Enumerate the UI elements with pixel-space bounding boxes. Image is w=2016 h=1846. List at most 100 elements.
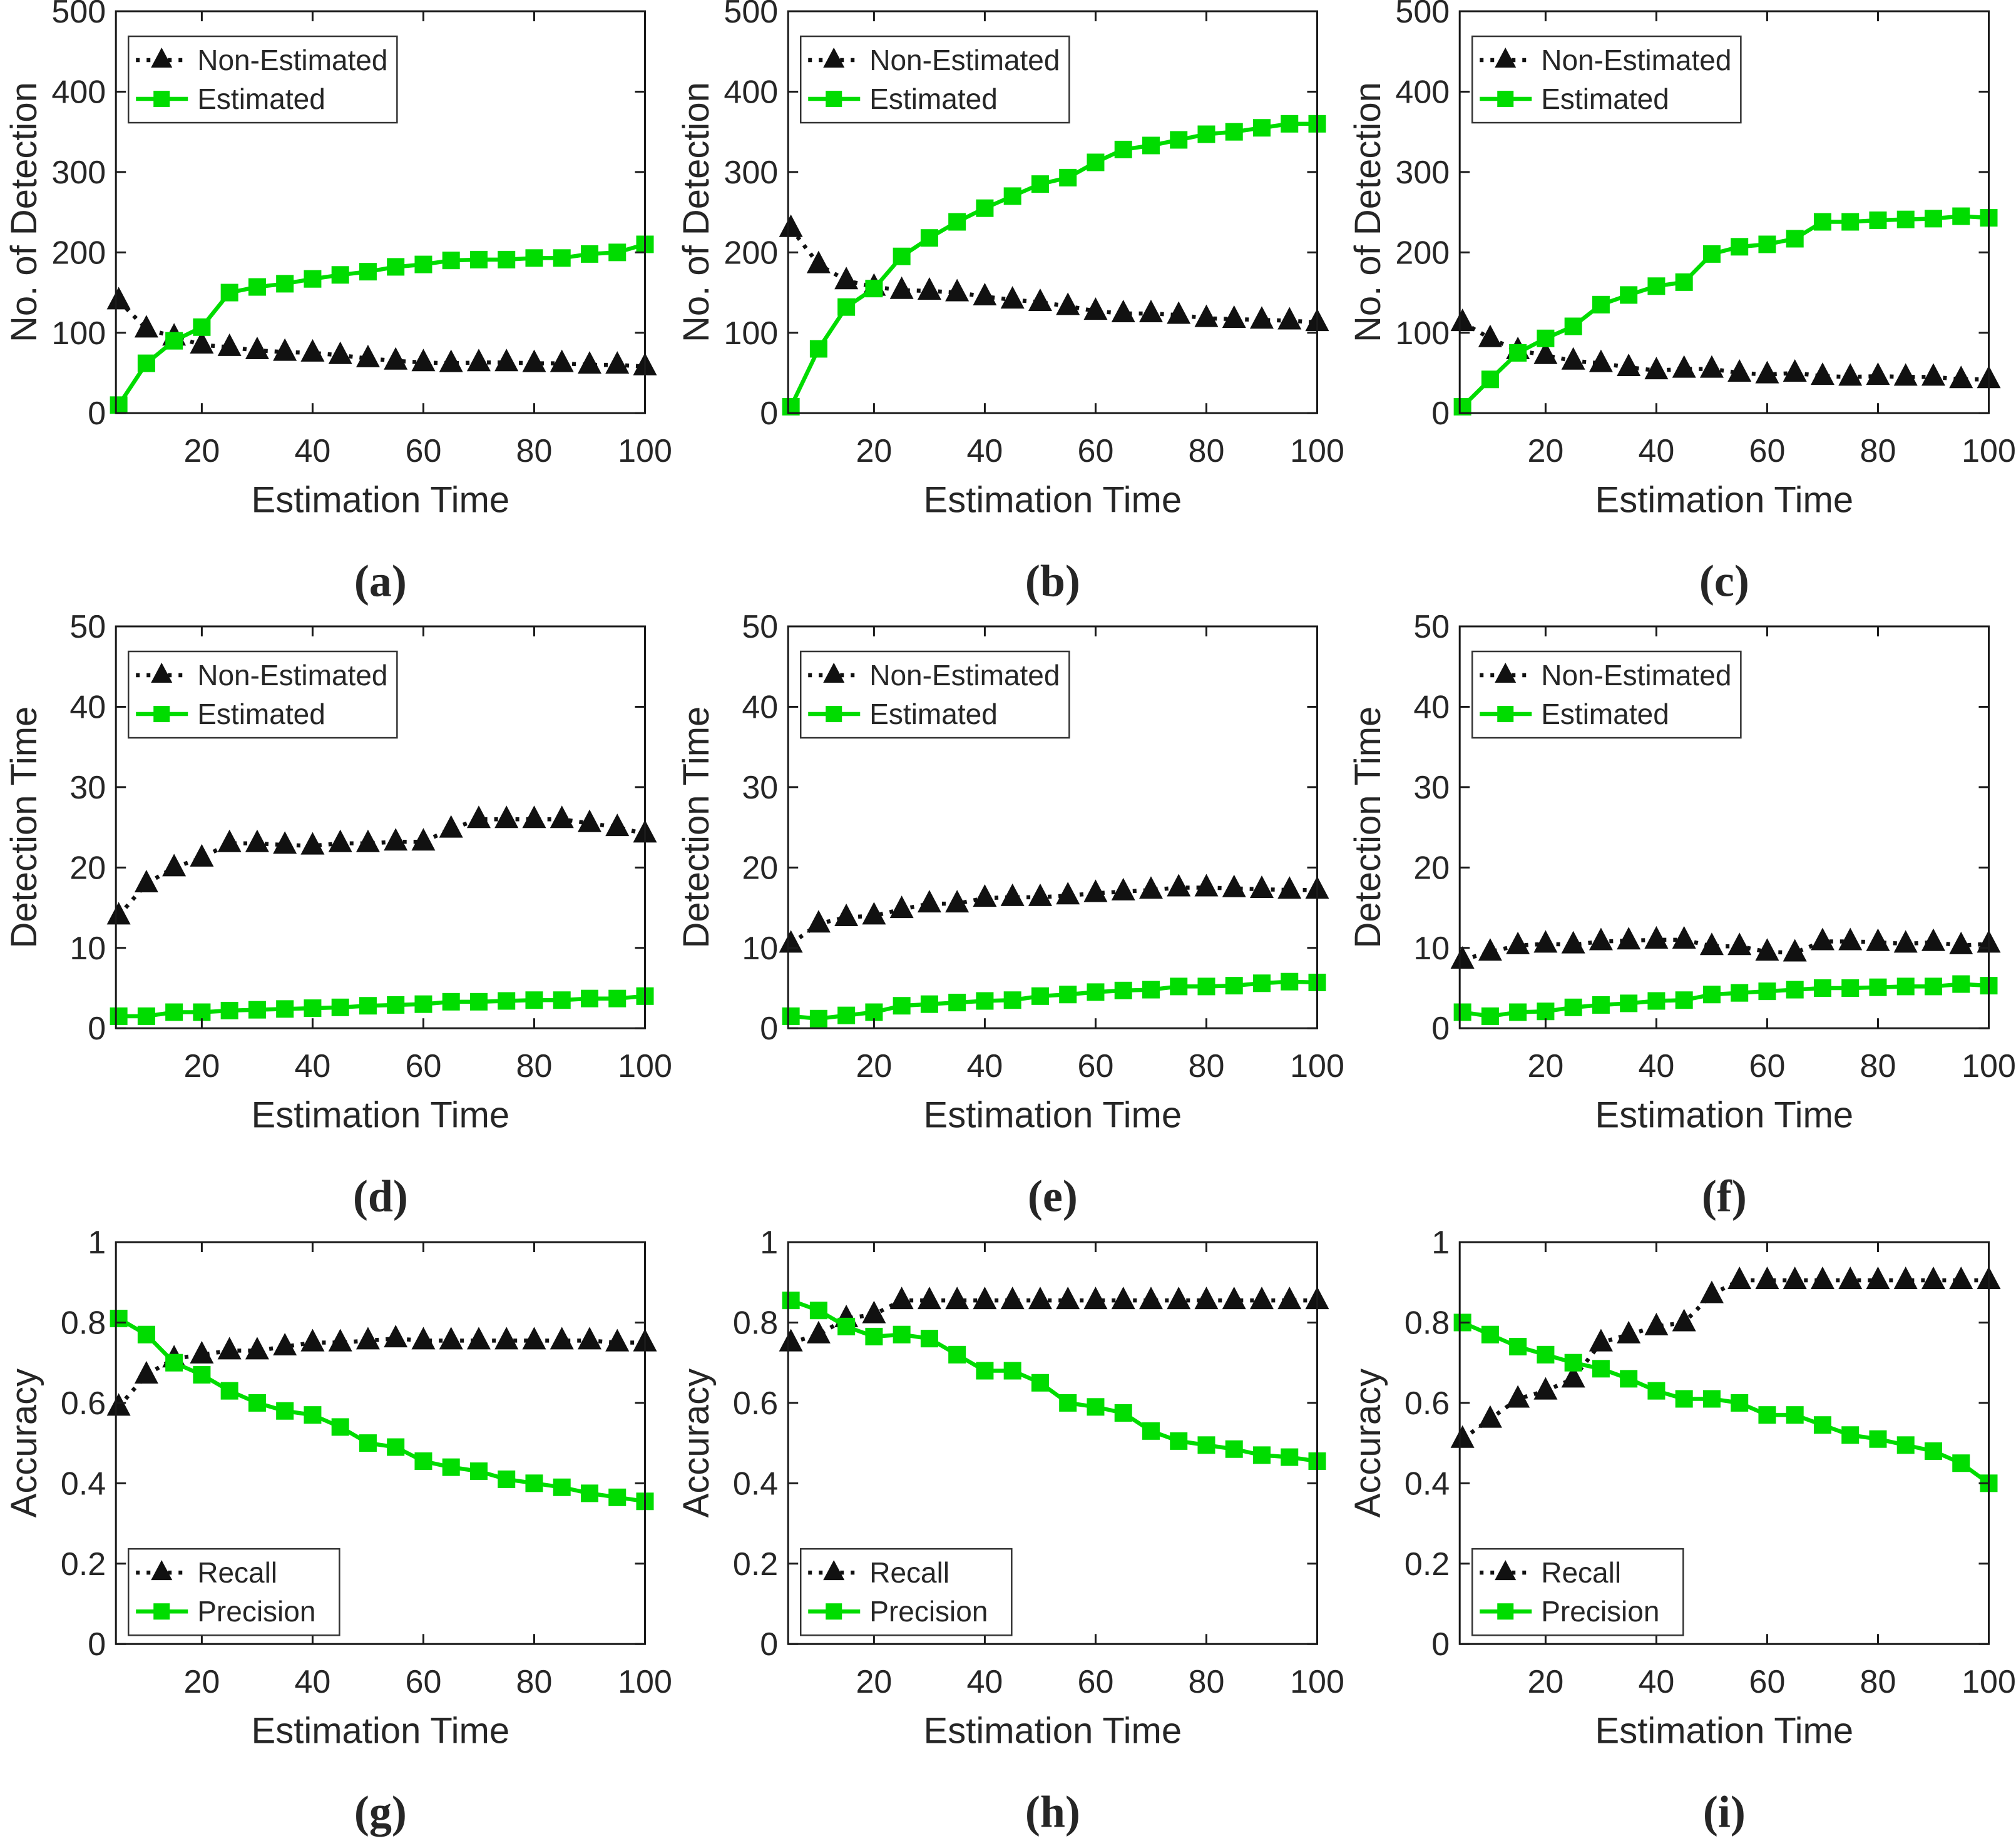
y-axis-tick-label: 0.2 bbox=[1405, 1546, 1450, 1582]
data-point-estimated bbox=[469, 250, 488, 268]
data-point-estimated bbox=[1814, 979, 1832, 997]
data-point-recall bbox=[1249, 1286, 1274, 1309]
data-point-estimated bbox=[359, 997, 377, 1015]
data-point-recall bbox=[1222, 1286, 1246, 1309]
x-axis-tick-label: 20 bbox=[1528, 1049, 1564, 1085]
data-point-non-estimated bbox=[1277, 307, 1301, 330]
data-point-estimated bbox=[442, 252, 460, 270]
data-point-precision bbox=[1925, 1442, 1943, 1460]
data-point-recall bbox=[1755, 1266, 1779, 1289]
data-point-non-estimated bbox=[1138, 299, 1163, 322]
data-point-estimated bbox=[1841, 979, 1860, 997]
data-point-estimated bbox=[809, 1010, 827, 1028]
data-point-non-estimated bbox=[356, 344, 380, 367]
data-point-precision bbox=[1703, 1390, 1721, 1408]
data-point-non-estimated bbox=[1194, 874, 1219, 897]
chart-svg-c: 20 40 60 80 100 0 100 200 300 400 500 Estimation Ti… bbox=[1348, 0, 2015, 606]
data-point-recall bbox=[944, 1286, 969, 1309]
data-point-recall bbox=[1838, 1266, 1863, 1289]
data-point-non-estimated bbox=[384, 828, 408, 851]
y-axis-tick-label: 1 bbox=[88, 1231, 106, 1261]
data-point-recall bbox=[439, 1326, 463, 1350]
data-point-estimated bbox=[1703, 245, 1721, 263]
data-point-estimated bbox=[837, 1006, 855, 1025]
data-point-non-estimated bbox=[1028, 288, 1052, 311]
data-point-precision bbox=[1731, 1394, 1749, 1412]
data-point-estimated bbox=[387, 996, 405, 1014]
data-point-estimated bbox=[1952, 975, 1970, 993]
x-axis-tick-label: 40 bbox=[1639, 1049, 1675, 1085]
data-point-recall bbox=[1138, 1286, 1163, 1309]
data-point-non-estimated bbox=[106, 287, 131, 310]
data-point-non-estimated bbox=[1028, 884, 1052, 907]
data-point-non-estimated bbox=[494, 349, 519, 372]
data-point-recall bbox=[1894, 1266, 1918, 1289]
y-axis-tick-label: 300 bbox=[724, 155, 778, 191]
legend-marker bbox=[1497, 706, 1514, 723]
data-point-estimated bbox=[1731, 984, 1749, 1002]
data-point-estimated bbox=[1225, 977, 1243, 995]
data-point-non-estimated bbox=[550, 805, 574, 829]
data-point-estimated bbox=[1481, 370, 1500, 389]
x-axis-title: Estimation Time bbox=[923, 1710, 1182, 1751]
y-axis-tick-label: 0.8 bbox=[733, 1305, 778, 1341]
x-axis-tick-label: 60 bbox=[1749, 433, 1786, 469]
data-point-estimated bbox=[1952, 207, 1970, 225]
x-axis-tick-label: 60 bbox=[406, 1049, 442, 1085]
y-axis-tick-label: 100 bbox=[724, 315, 778, 352]
data-point-recall bbox=[134, 1360, 158, 1384]
data-point-estimated bbox=[525, 991, 543, 1009]
x-axis-tick-label: 80 bbox=[516, 1664, 553, 1700]
data-point-precision bbox=[976, 1362, 994, 1380]
data-point-estimated bbox=[1925, 210, 1943, 228]
legend-label: Estimated bbox=[1542, 698, 1670, 730]
data-point-non-estimated bbox=[300, 339, 325, 362]
data-point-estimated bbox=[865, 1003, 883, 1021]
chart-h: 20 40 60 80 100 0 0.2 0.4 0.6 0.8 1 Estimation Time… bbox=[672, 1231, 1344, 1846]
x-axis-tick-label: 40 bbox=[966, 433, 1003, 469]
data-point-non-estimated bbox=[1617, 927, 1641, 950]
data-point-non-estimated bbox=[917, 277, 941, 300]
y-axis-tick-label: 100 bbox=[51, 315, 106, 352]
data-point-non-estimated bbox=[1727, 932, 1752, 956]
data-point-estimated bbox=[1869, 211, 1887, 229]
x-axis-title: Estimation Time bbox=[252, 479, 510, 520]
data-point-precision bbox=[414, 1452, 432, 1470]
data-point-recall bbox=[1561, 1365, 1585, 1388]
data-point-estimated bbox=[165, 1003, 183, 1021]
y-axis-title: No. of Detection bbox=[4, 82, 44, 342]
data-point-non-estimated bbox=[1617, 354, 1641, 377]
data-point-non-estimated bbox=[217, 333, 242, 356]
data-point-estimated bbox=[608, 243, 627, 262]
y-axis-tick-label: 0.6 bbox=[733, 1385, 778, 1422]
data-point-non-estimated bbox=[973, 282, 997, 305]
data-point-precision bbox=[498, 1470, 516, 1488]
data-point-estimated bbox=[331, 999, 349, 1017]
y-axis-tick-label: 0.8 bbox=[61, 1305, 106, 1341]
data-point-estimated bbox=[893, 997, 911, 1015]
subplot-caption: (a) bbox=[354, 556, 407, 606]
legend-marker bbox=[822, 1559, 844, 1580]
data-point-precision bbox=[304, 1405, 322, 1424]
data-point-estimated bbox=[553, 991, 571, 1009]
data-point-estimated bbox=[1003, 187, 1021, 205]
legend-marker bbox=[153, 1603, 170, 1619]
data-point-precision bbox=[1031, 1374, 1049, 1392]
y-axis-tick-label: 400 bbox=[51, 74, 106, 110]
x-axis-title: Estimation Time bbox=[923, 479, 1182, 520]
data-point-estimated bbox=[1509, 344, 1527, 362]
data-point-precision bbox=[469, 1462, 488, 1480]
data-point-estimated bbox=[782, 1007, 800, 1026]
data-point-estimated bbox=[1758, 235, 1776, 253]
y-axis-tick-label: 0 bbox=[1432, 395, 1450, 432]
data-point-precision bbox=[809, 1301, 827, 1319]
plot-border bbox=[115, 10, 646, 414]
y-axis-tick-label: 10 bbox=[1414, 931, 1450, 967]
plot-border bbox=[787, 625, 1318, 1030]
data-point-estimated bbox=[359, 263, 377, 281]
legend-marker bbox=[153, 706, 170, 723]
data-point-recall bbox=[494, 1326, 519, 1350]
data-point-non-estimated bbox=[328, 341, 352, 364]
data-point-estimated bbox=[1252, 974, 1271, 992]
x-axis-tick-label: 100 bbox=[618, 433, 672, 469]
